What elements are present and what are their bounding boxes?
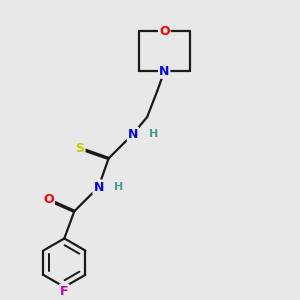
Text: S: S [76, 142, 85, 155]
Text: O: O [43, 194, 54, 206]
Text: O: O [159, 25, 169, 38]
Text: H: H [148, 129, 158, 139]
Text: H: H [114, 182, 124, 192]
Text: N: N [93, 181, 104, 194]
Text: N: N [128, 128, 138, 141]
Text: F: F [60, 285, 69, 298]
Text: N: N [159, 65, 169, 78]
